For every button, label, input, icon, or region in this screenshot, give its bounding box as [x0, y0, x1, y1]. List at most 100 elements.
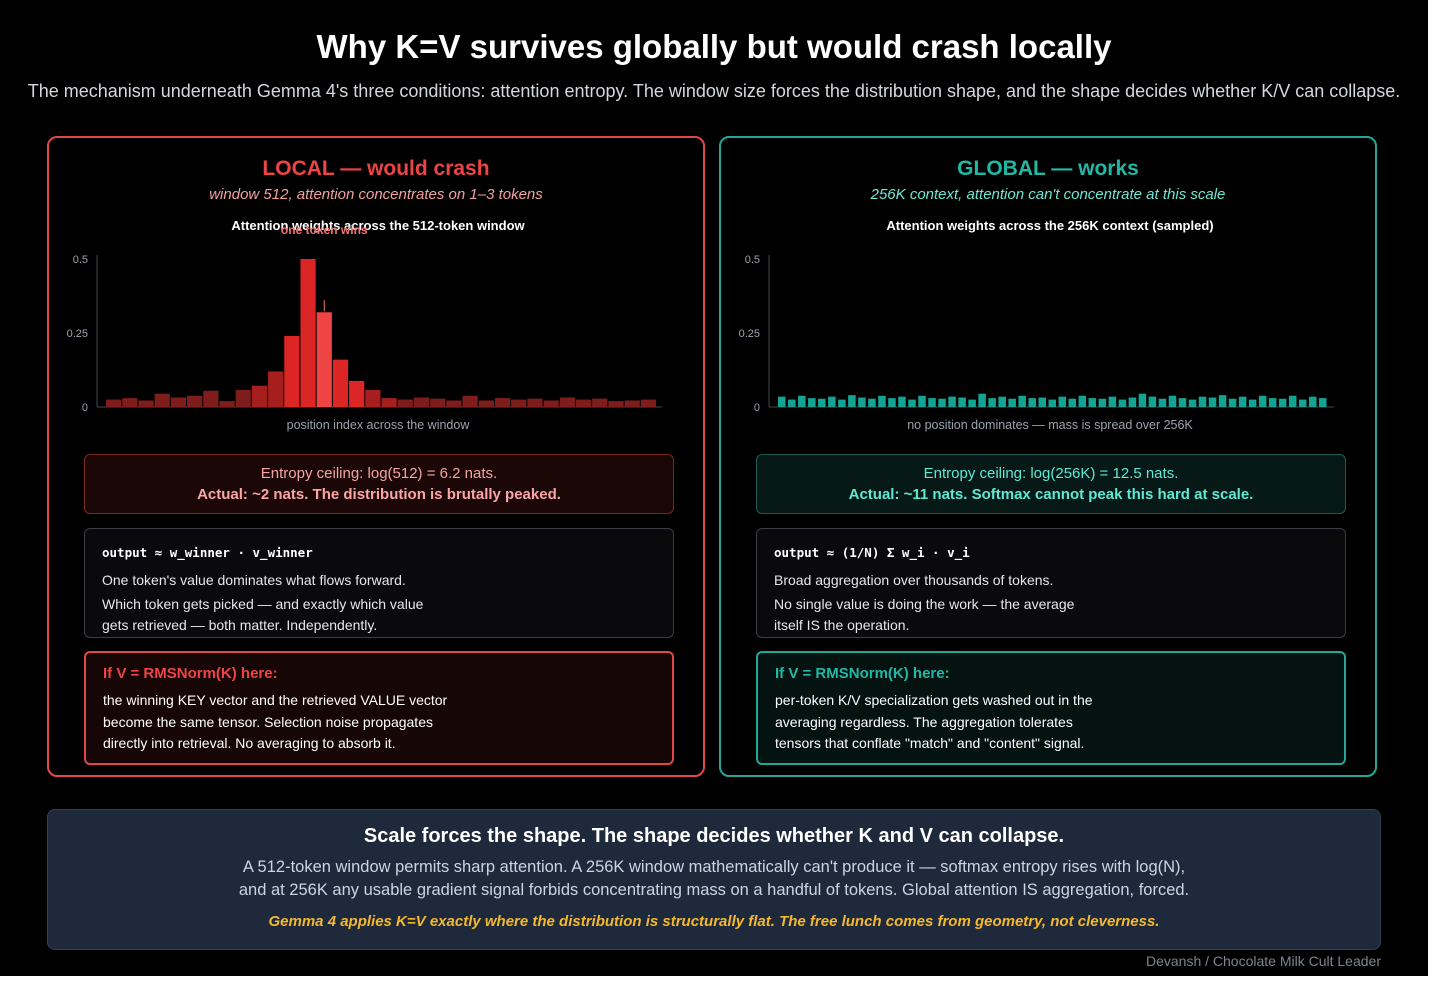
- bar: [828, 396, 836, 407]
- bar: [878, 395, 886, 407]
- bar: [908, 399, 916, 407]
- local-panel-title: LOCAL — would crash: [262, 157, 490, 180]
- bar: [1108, 396, 1117, 407]
- bar: [938, 398, 946, 407]
- bar: [778, 396, 786, 407]
- bar: [349, 380, 365, 407]
- bar: [978, 393, 986, 407]
- summary-heading: Scale forces the shape. The shape decide…: [363, 825, 1065, 847]
- local-ifv-heading: If V = RMSNorm(K) here:: [103, 665, 278, 682]
- bar: [1258, 395, 1267, 407]
- bar: [511, 399, 527, 407]
- bar: [1218, 395, 1227, 407]
- bar: [494, 398, 511, 407]
- bar: [1118, 399, 1127, 407]
- bar: [898, 396, 906, 407]
- bar: [397, 399, 413, 407]
- local-ifv-text-3: directly into retrieval. No averaging to…: [103, 735, 396, 751]
- bar: [838, 399, 846, 407]
- bar: [624, 400, 640, 407]
- bar: [430, 398, 446, 407]
- page-title: Why K=V survives globally but would cras…: [316, 28, 1112, 65]
- credit-text: Devansh / Chocolate Milk Cult Leader: [1145, 953, 1381, 969]
- global-entropy-actual: Actual: ~11 nats. Softmax cannot peak th…: [848, 486, 1254, 503]
- bar: [478, 400, 494, 407]
- bar: [203, 390, 219, 407]
- bar: [592, 398, 608, 407]
- global-panel: GLOBAL — works 256K context, attention c…: [719, 136, 1377, 777]
- summary-highlight: Gemma 4 applies K=V exactly where the di…: [268, 913, 1160, 930]
- bar: [122, 398, 138, 407]
- y-tick-label: 0.5: [73, 254, 88, 266]
- bar: [1128, 397, 1137, 407]
- bar: [1038, 397, 1046, 407]
- bar: [888, 398, 896, 407]
- bar: [1068, 398, 1077, 407]
- bar: [958, 397, 966, 407]
- bar: [1178, 398, 1187, 407]
- local-entropy-ceiling: Entropy ceiling: log(512) = 6.2 nats.: [260, 465, 498, 482]
- bar: [1048, 399, 1057, 407]
- global-ifv-text-2: averaging regardless. The aggregation to…: [775, 714, 1073, 730]
- bar: [1148, 396, 1157, 407]
- bar: [1308, 396, 1317, 407]
- local-ifv-box: If V = RMSNorm(K) here: the winning KEY …: [84, 651, 674, 765]
- bar: [365, 389, 381, 407]
- summary-box: Scale forces the shape. The shape decide…: [47, 809, 1381, 950]
- bar: [1098, 398, 1107, 407]
- bar: [1268, 398, 1277, 407]
- x-axis-label: no position dominates — mass is spread o…: [907, 418, 1193, 432]
- bar: [1138, 393, 1147, 407]
- bar: [1008, 398, 1016, 407]
- bar: [998, 396, 1006, 407]
- global-ifv-text-1: per-token K/V specialization gets washed…: [775, 692, 1093, 708]
- bar: [381, 398, 397, 407]
- chart-title: Attention weights across the 512-token w…: [231, 218, 525, 233]
- local-formula-text-2: Which token gets picked — and exactly wh…: [102, 596, 424, 612]
- bar: [1058, 396, 1067, 407]
- bar: [446, 400, 462, 407]
- bar: [1238, 396, 1247, 407]
- bar: [848, 395, 856, 407]
- bar: [332, 359, 349, 407]
- bar: [559, 397, 575, 407]
- global-panel-subtitle: 256K context, attention can't concentrat…: [870, 186, 1226, 203]
- bar: [527, 398, 543, 407]
- global-ifv-box: If V = RMSNorm(K) here: per-token K/V sp…: [756, 651, 1346, 765]
- summary-line-2: and at 256K any usable gradient signal f…: [238, 881, 1190, 899]
- bar: [1298, 399, 1307, 407]
- bar: [1228, 398, 1237, 407]
- bar: [1278, 398, 1287, 407]
- local-formula: output ≈ w_winner · v_winner: [102, 545, 313, 560]
- local-ifv-text-1: the winning KEY vector and the retrieved…: [103, 692, 448, 708]
- global-formula-text-1: Broad aggregation over thousands of toke…: [774, 572, 1054, 588]
- bar: [138, 400, 154, 407]
- bar: [1078, 395, 1087, 407]
- bar: [1168, 395, 1177, 407]
- global-ifv-heading: If V = RMSNorm(K) here:: [775, 665, 950, 682]
- x-axis-label: position index across the window: [287, 418, 471, 432]
- bar: [968, 399, 976, 407]
- local-entropy-box: Entropy ceiling: log(512) = 6.2 nats. Ac…: [84, 454, 674, 514]
- local-panel: LOCAL — would crash window 512, attentio…: [47, 136, 705, 777]
- annotation-label: one token wins: [281, 223, 368, 237]
- local-attention-chart: Attention weights across the 512-token w…: [67, 218, 662, 432]
- global-formula-text-3: itself IS the operation.: [774, 617, 910, 633]
- bar: [1188, 399, 1197, 407]
- global-ifv-text-3: tensors that conflate "match" and "conte…: [775, 735, 1085, 751]
- bar: [106, 399, 122, 407]
- y-tick-label: 0: [82, 402, 88, 414]
- bar: [868, 398, 876, 407]
- bar: [808, 398, 816, 407]
- bar: [1018, 395, 1026, 407]
- y-tick-label: 0.25: [739, 328, 760, 340]
- summary-line-1: A 512-token window permits sharp attenti…: [242, 858, 1186, 876]
- bar: [1088, 398, 1097, 407]
- bar: [316, 312, 332, 407]
- bar: [300, 259, 316, 407]
- bar: [1028, 398, 1036, 407]
- local-formula-box: output ≈ w_winner · v_winner One token's…: [84, 528, 674, 638]
- bar: [1208, 397, 1217, 407]
- bar: [251, 385, 268, 407]
- global-formula-text-2: No single value is doing the work — the …: [774, 596, 1075, 612]
